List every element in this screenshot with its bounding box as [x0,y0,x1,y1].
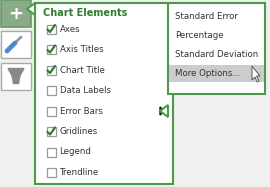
FancyBboxPatch shape [168,3,265,94]
Text: +: + [8,4,23,22]
Polygon shape [252,66,260,82]
FancyBboxPatch shape [46,107,56,116]
Text: Percentage: Percentage [175,30,224,39]
Text: Chart Title: Chart Title [59,65,104,74]
Polygon shape [160,107,165,115]
Polygon shape [27,3,35,15]
Text: Trendline: Trendline [59,168,99,177]
Text: Axis Titles: Axis Titles [59,45,103,54]
Polygon shape [160,105,168,117]
Text: Standard Error: Standard Error [175,11,238,21]
FancyBboxPatch shape [46,127,56,136]
FancyBboxPatch shape [35,3,173,184]
FancyBboxPatch shape [46,45,56,54]
Text: Error Bars: Error Bars [59,107,102,116]
FancyBboxPatch shape [46,168,56,177]
FancyBboxPatch shape [46,65,56,74]
Text: More Options...: More Options... [175,68,240,77]
Text: Data Labels: Data Labels [59,86,110,95]
FancyBboxPatch shape [1,0,31,27]
Text: Standard Deviation: Standard Deviation [175,50,258,59]
Text: Axes: Axes [59,24,80,33]
FancyBboxPatch shape [1,63,31,90]
Text: Chart Elements: Chart Elements [43,8,127,18]
Polygon shape [12,76,20,84]
Text: Legend: Legend [59,148,91,157]
FancyBboxPatch shape [46,24,56,33]
Polygon shape [8,68,24,76]
FancyBboxPatch shape [46,148,56,157]
FancyBboxPatch shape [1,31,31,58]
FancyBboxPatch shape [169,65,264,82]
FancyBboxPatch shape [46,86,56,95]
Text: Gridlines: Gridlines [59,127,98,136]
